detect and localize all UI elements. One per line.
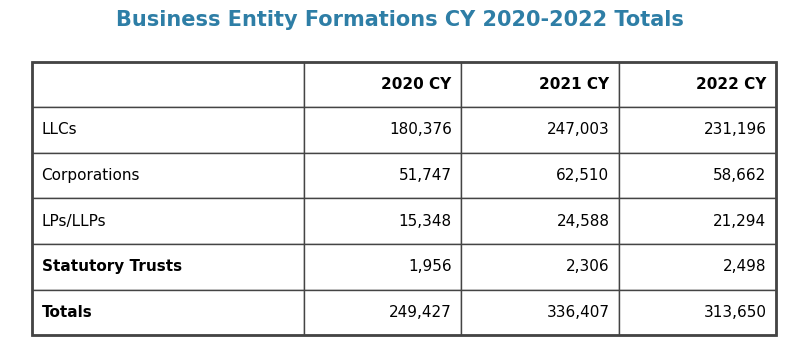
FancyBboxPatch shape	[619, 107, 776, 153]
FancyBboxPatch shape	[619, 290, 776, 335]
Text: 180,376: 180,376	[389, 122, 452, 137]
FancyBboxPatch shape	[303, 198, 462, 244]
Text: 24,588: 24,588	[557, 214, 610, 229]
Text: 51,747: 51,747	[398, 168, 452, 183]
FancyBboxPatch shape	[619, 198, 776, 244]
Text: 2,306: 2,306	[566, 259, 610, 274]
Text: 2022 CY: 2022 CY	[696, 77, 766, 92]
Text: LPs/LLPs: LPs/LLPs	[42, 214, 106, 229]
Text: 231,196: 231,196	[703, 122, 766, 137]
Text: 62,510: 62,510	[556, 168, 610, 183]
FancyBboxPatch shape	[303, 244, 462, 290]
Text: LLCs: LLCs	[42, 122, 78, 137]
Text: Statutory Trusts: Statutory Trusts	[42, 259, 182, 274]
Text: 21,294: 21,294	[714, 214, 766, 229]
Text: 247,003: 247,003	[546, 122, 610, 137]
FancyBboxPatch shape	[462, 107, 619, 153]
FancyBboxPatch shape	[303, 62, 462, 107]
FancyBboxPatch shape	[32, 198, 303, 244]
Text: Business Entity Formations CY 2020-2022 Totals: Business Entity Formations CY 2020-2022 …	[116, 10, 684, 30]
FancyBboxPatch shape	[32, 107, 303, 153]
Text: Totals: Totals	[42, 305, 92, 320]
FancyBboxPatch shape	[303, 153, 462, 198]
FancyBboxPatch shape	[303, 290, 462, 335]
Text: 2021 CY: 2021 CY	[539, 77, 610, 92]
FancyBboxPatch shape	[462, 290, 619, 335]
FancyBboxPatch shape	[462, 62, 619, 107]
FancyBboxPatch shape	[619, 62, 776, 107]
FancyBboxPatch shape	[32, 290, 303, 335]
Text: Corporations: Corporations	[42, 168, 140, 183]
Text: 336,407: 336,407	[546, 305, 610, 320]
Text: 15,348: 15,348	[398, 214, 452, 229]
FancyBboxPatch shape	[619, 244, 776, 290]
Text: 249,427: 249,427	[389, 305, 452, 320]
FancyBboxPatch shape	[619, 153, 776, 198]
FancyBboxPatch shape	[462, 153, 619, 198]
Text: 58,662: 58,662	[713, 168, 766, 183]
Text: 1,956: 1,956	[408, 259, 452, 274]
FancyBboxPatch shape	[462, 244, 619, 290]
FancyBboxPatch shape	[32, 153, 303, 198]
Text: 2020 CY: 2020 CY	[382, 77, 452, 92]
Text: 2,498: 2,498	[723, 259, 766, 274]
FancyBboxPatch shape	[303, 107, 462, 153]
FancyBboxPatch shape	[32, 244, 303, 290]
Text: 313,650: 313,650	[703, 305, 766, 320]
FancyBboxPatch shape	[462, 198, 619, 244]
FancyBboxPatch shape	[32, 62, 303, 107]
